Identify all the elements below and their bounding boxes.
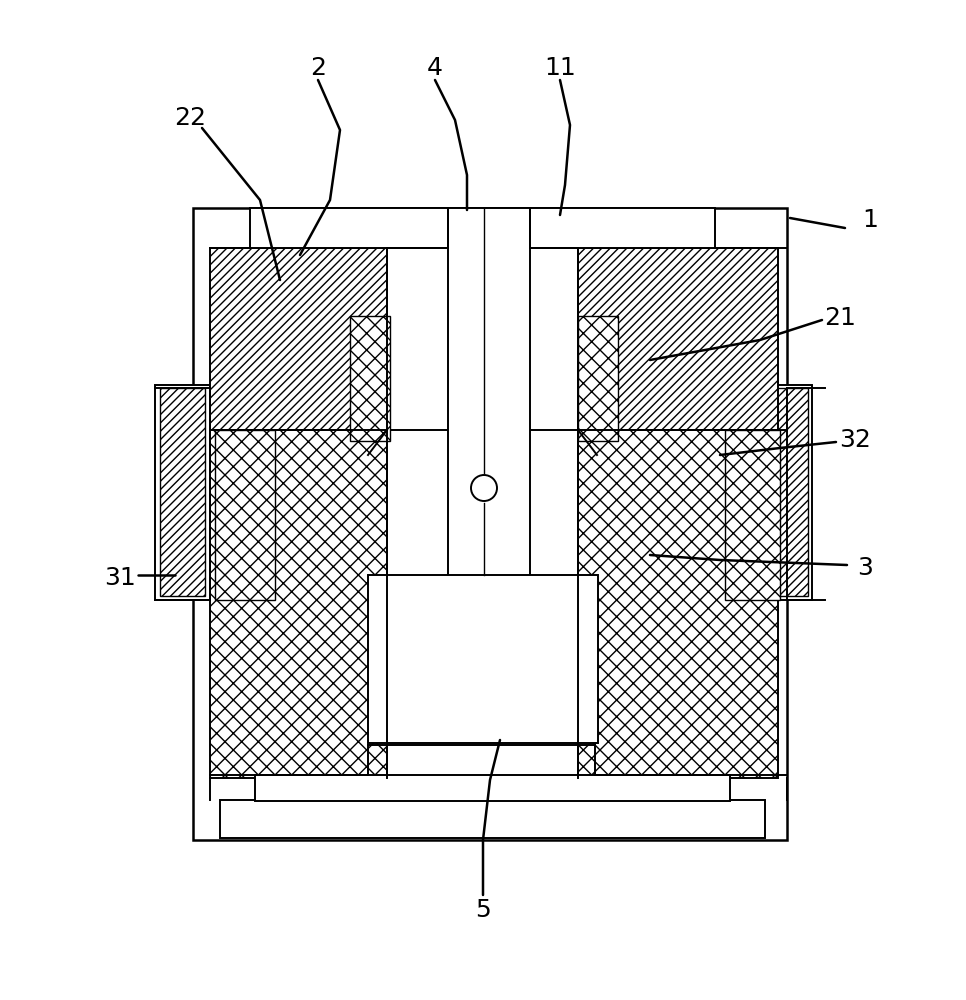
Bar (387, 208, 578, 430)
Text: 22: 22 (174, 106, 206, 130)
Text: 5: 5 (475, 898, 491, 922)
Bar (220, 800, 765, 838)
Bar (578, 430, 778, 778)
Text: 21: 21 (824, 306, 856, 330)
Text: 1: 1 (862, 208, 878, 232)
Bar (760, 385, 812, 600)
Bar (250, 208, 715, 248)
Bar (215, 430, 275, 600)
Bar (210, 430, 387, 778)
Bar (160, 388, 205, 596)
Bar (578, 316, 618, 441)
Bar (193, 208, 787, 840)
Bar (155, 385, 210, 600)
Text: 11: 11 (544, 56, 576, 80)
Text: 2: 2 (310, 56, 326, 80)
Bar (350, 316, 390, 441)
Bar (255, 775, 730, 801)
Circle shape (471, 475, 497, 501)
Text: 31: 31 (104, 566, 136, 590)
Bar (725, 430, 780, 600)
Text: 32: 32 (839, 428, 871, 452)
Text: 3: 3 (857, 556, 873, 580)
Bar (368, 575, 598, 743)
Text: 4: 4 (427, 56, 443, 80)
Bar (764, 388, 808, 596)
Bar (210, 248, 387, 430)
Bar (578, 248, 778, 430)
Bar (448, 208, 530, 598)
